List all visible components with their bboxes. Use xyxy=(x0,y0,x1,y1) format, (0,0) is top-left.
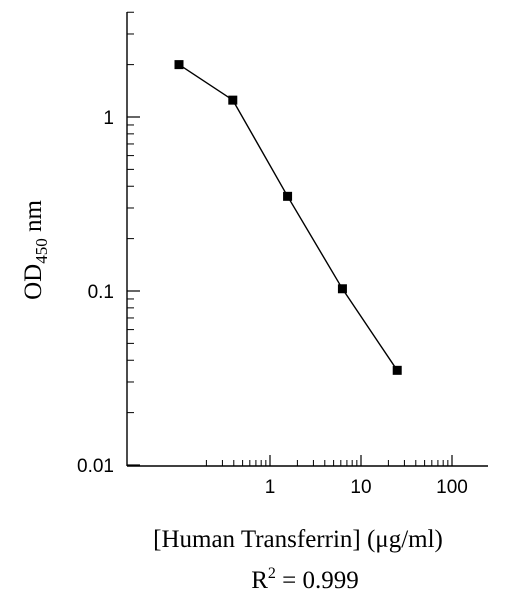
y-axis-title-subscript: 450 xyxy=(32,238,51,264)
y-tick-label: 1 xyxy=(103,108,114,129)
series-layer xyxy=(174,60,402,375)
y-axis-title-unit: nm xyxy=(20,200,47,233)
r-squared-superscript: 2 xyxy=(268,565,276,582)
r-squared-value: = 0.999 xyxy=(276,567,359,594)
data-point xyxy=(283,191,293,201)
x-tick-label: 100 xyxy=(436,477,468,498)
y-tick-label: 0.01 xyxy=(77,456,114,477)
x-tick-label: 10 xyxy=(350,477,371,498)
y-axis-title: OD450 nm xyxy=(20,200,51,300)
data-point xyxy=(392,365,402,375)
plot-area xyxy=(126,12,488,467)
data-point xyxy=(337,284,347,294)
r-squared-base: R xyxy=(251,567,268,594)
data-point xyxy=(174,60,184,70)
r-squared-annotation: R2 = 0.999 xyxy=(251,565,359,594)
y-tick-label: 0.1 xyxy=(88,282,114,303)
y-axis-title-main: OD xyxy=(20,264,47,300)
x-axis-title: [Human Transferrin] (μg/ml) xyxy=(153,526,443,553)
series-line xyxy=(178,64,398,371)
data-point xyxy=(228,95,238,105)
y-axis-ticks: 0.01 0.1 1 xyxy=(77,11,140,477)
x-tick-label: 1 xyxy=(265,477,276,498)
x-axis-ticks: 1 10 100 xyxy=(205,455,468,498)
